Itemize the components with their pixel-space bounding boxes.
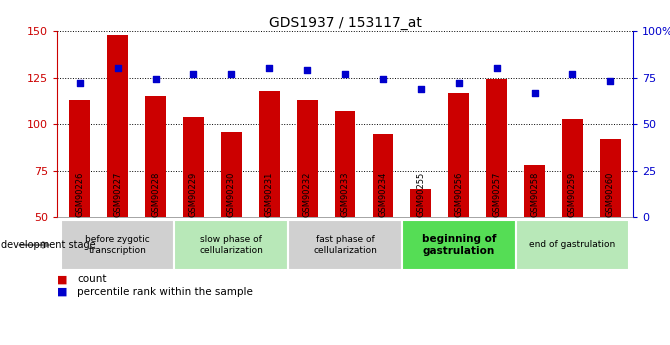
- Bar: [297, 100, 318, 217]
- Text: ■: ■: [57, 287, 68, 296]
- Point: [264, 66, 275, 71]
- Text: GSM90230: GSM90230: [227, 172, 236, 217]
- Point: [567, 71, 578, 77]
- Text: slow phase of
cellularization: slow phase of cellularization: [200, 235, 263, 255]
- Bar: [600, 139, 621, 217]
- Point: [302, 67, 312, 73]
- Text: fast phase of
cellularization: fast phase of cellularization: [313, 235, 377, 255]
- Text: ■: ■: [57, 275, 68, 284]
- Bar: [107, 35, 128, 217]
- FancyBboxPatch shape: [174, 220, 288, 270]
- Bar: [183, 117, 204, 217]
- Bar: [524, 165, 545, 217]
- Text: GSM90258: GSM90258: [530, 172, 539, 217]
- Bar: [145, 96, 166, 217]
- Text: GSM90226: GSM90226: [75, 172, 84, 217]
- Text: end of gastrulation: end of gastrulation: [529, 240, 616, 249]
- Text: GSM90259: GSM90259: [568, 172, 577, 217]
- Point: [74, 80, 85, 86]
- Point: [188, 71, 199, 77]
- Text: GSM90228: GSM90228: [151, 172, 160, 217]
- Title: GDS1937 / 153117_at: GDS1937 / 153117_at: [269, 16, 421, 30]
- Text: GSM90232: GSM90232: [303, 172, 312, 217]
- Point: [150, 77, 161, 82]
- Point: [226, 71, 237, 77]
- Point: [378, 77, 389, 82]
- Bar: [69, 100, 90, 217]
- FancyBboxPatch shape: [288, 220, 402, 270]
- Text: GSM90229: GSM90229: [189, 172, 198, 217]
- Bar: [411, 189, 431, 217]
- Text: GSM90255: GSM90255: [416, 172, 425, 217]
- Bar: [334, 111, 356, 217]
- Point: [605, 79, 616, 84]
- Text: GSM90256: GSM90256: [454, 172, 463, 217]
- Bar: [448, 92, 469, 217]
- Point: [454, 80, 464, 86]
- Text: count: count: [77, 275, 107, 284]
- Point: [529, 90, 540, 95]
- Bar: [486, 79, 507, 217]
- Text: beginning of
gastrulation: beginning of gastrulation: [421, 234, 496, 256]
- Point: [415, 86, 426, 91]
- Text: GSM90260: GSM90260: [606, 172, 615, 217]
- Text: development stage: development stage: [1, 240, 95, 250]
- Bar: [562, 119, 583, 217]
- Point: [491, 66, 502, 71]
- FancyBboxPatch shape: [61, 220, 174, 270]
- Bar: [259, 91, 279, 217]
- Text: percentile rank within the sample: percentile rank within the sample: [77, 287, 253, 296]
- Bar: [373, 134, 393, 217]
- Text: GSM90231: GSM90231: [265, 172, 274, 217]
- Point: [113, 66, 123, 71]
- Point: [340, 71, 350, 77]
- Bar: [221, 132, 242, 217]
- Text: GSM90257: GSM90257: [492, 172, 501, 217]
- Text: GSM90233: GSM90233: [340, 172, 350, 217]
- Text: GSM90227: GSM90227: [113, 172, 122, 217]
- Text: before zygotic
transcription: before zygotic transcription: [85, 235, 150, 255]
- FancyBboxPatch shape: [402, 220, 516, 270]
- FancyBboxPatch shape: [516, 220, 629, 270]
- Text: GSM90234: GSM90234: [379, 172, 387, 217]
